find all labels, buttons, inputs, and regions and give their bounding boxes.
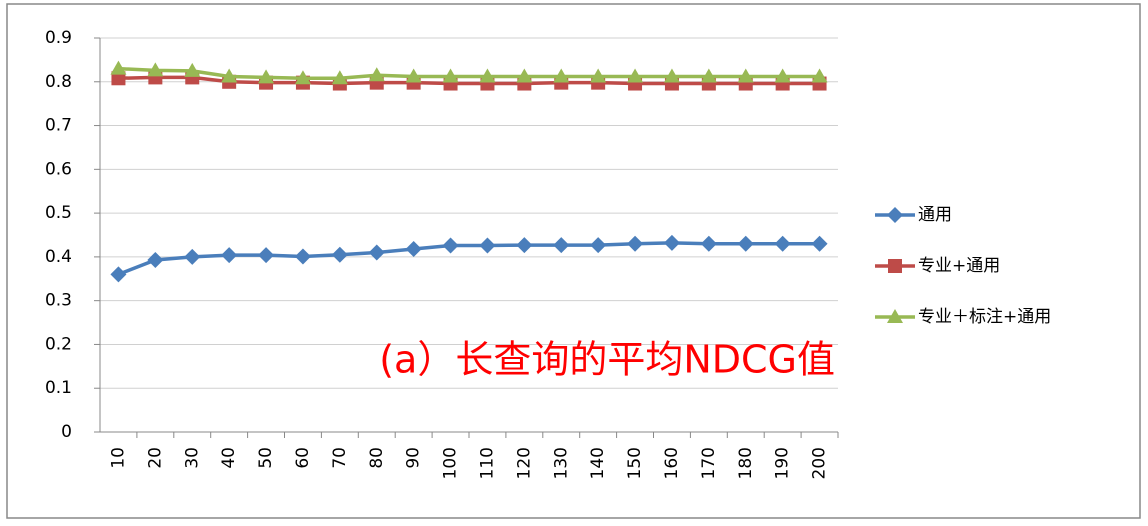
point [442, 68, 459, 83]
point [516, 68, 533, 83]
x-tick-label: 70 [330, 447, 350, 469]
point [811, 68, 828, 83]
x-tick-label: 160 [662, 447, 682, 479]
point [516, 237, 533, 254]
point [258, 247, 275, 264]
point [221, 247, 238, 264]
y-tick-label: 0.5 [45, 203, 72, 223]
y-tick-label: 0.9 [45, 28, 72, 48]
point [110, 60, 127, 75]
x-tick-label: 140 [588, 447, 608, 479]
series-line [118, 66, 820, 81]
point [479, 68, 496, 83]
x-tick-label: 10 [108, 447, 128, 469]
x-tick-label: 190 [773, 447, 793, 479]
legend-marker [887, 309, 903, 323]
x-tick-label: 90 [404, 447, 424, 469]
point [553, 68, 570, 83]
point [258, 69, 275, 84]
annotation: (a）长查询的平均NDCG值 [379, 338, 835, 382]
point [663, 234, 680, 251]
point [479, 237, 496, 254]
point [627, 68, 644, 83]
x-tick-label: 170 [699, 447, 719, 479]
legend-label: 专业＋标注+通用 [918, 307, 1051, 327]
x-tick-label: 50 [256, 447, 276, 469]
point [700, 235, 717, 252]
point [111, 71, 126, 86]
x-tick-label: 150 [625, 447, 645, 479]
point [700, 68, 717, 83]
point [294, 70, 311, 85]
x-tick-label: 200 [810, 447, 830, 479]
x-tick-label: 30 [182, 447, 202, 469]
legend-label: 专业+通用 [918, 256, 1000, 276]
x-tick-label: 80 [367, 447, 387, 469]
point [811, 235, 828, 252]
point [110, 266, 127, 283]
y-tick-label: 0.6 [45, 159, 72, 179]
point [331, 246, 348, 263]
y-tick-label: 0.4 [45, 247, 72, 267]
y-tick-label: 0.3 [45, 291, 72, 311]
point [147, 251, 164, 268]
y-tick-label: 0.8 [45, 72, 72, 92]
point [774, 68, 791, 83]
y-tick-label: 0.7 [45, 116, 72, 136]
point [553, 237, 570, 254]
point [737, 235, 754, 252]
point [184, 62, 201, 77]
x-tick-label: 120 [514, 447, 534, 479]
legend-marker [888, 259, 902, 273]
x-tick-label: 40 [219, 447, 239, 469]
point [774, 235, 791, 252]
point [221, 68, 238, 83]
point [405, 68, 422, 83]
point [405, 241, 422, 258]
point [737, 68, 754, 83]
x-tick-label: 100 [441, 447, 461, 479]
point [627, 235, 644, 252]
x-tick-label: 110 [477, 447, 497, 479]
point [368, 244, 385, 261]
point [294, 248, 311, 265]
point [590, 237, 607, 254]
x-tick-label: 60 [293, 447, 313, 469]
y-tick-label: 0.2 [45, 334, 72, 354]
point [368, 67, 385, 82]
point [331, 70, 348, 85]
x-tick-label: 130 [551, 447, 571, 479]
legend-label: 通用 [918, 205, 952, 225]
x-tick-label: 180 [736, 447, 756, 479]
point [663, 68, 680, 83]
y-tick-label: 0 [61, 422, 72, 442]
legend-marker [887, 207, 903, 223]
point [147, 62, 164, 77]
point [442, 237, 459, 254]
point [184, 248, 201, 265]
x-tick-label: 20 [145, 447, 165, 469]
y-tick-label: 0.1 [45, 378, 72, 398]
point [590, 68, 607, 83]
